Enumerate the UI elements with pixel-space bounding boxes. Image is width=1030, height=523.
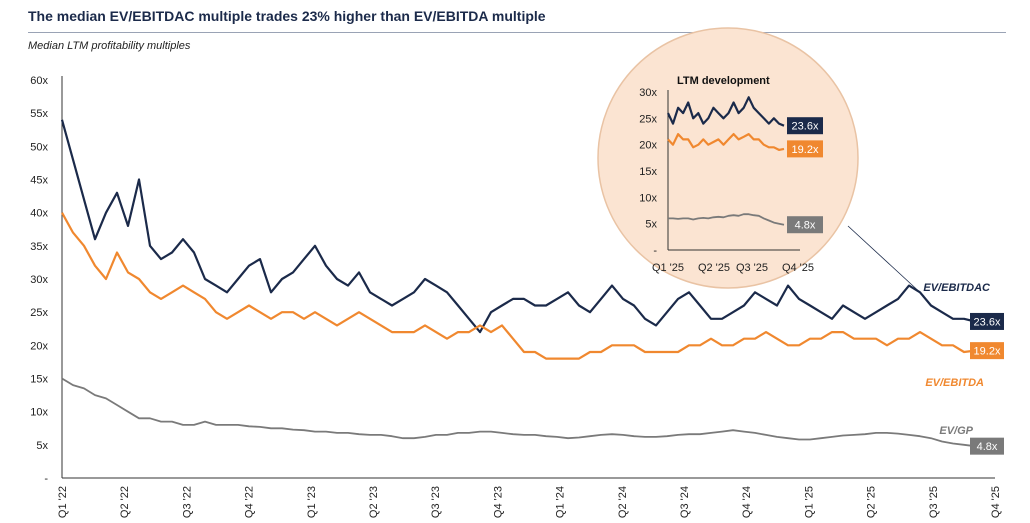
x-tick-label: Q3 '23 — [430, 486, 442, 518]
end-value-badge — [970, 312, 1004, 330]
series-name-label: EV/EBITDA — [925, 377, 984, 389]
title-divider — [28, 32, 1006, 33]
chart-title: The median EV/EBITDAC multiple trades 23… — [28, 8, 546, 24]
inset-end-value-badge — [787, 117, 823, 135]
end-value-label: 23.6x — [974, 316, 1001, 328]
x-tick-label: Q2 '25 — [866, 486, 878, 518]
inset-y-tick-label: - — [653, 245, 657, 257]
x-tick-label: Q4 '22 — [244, 486, 256, 518]
inset-y-tick-label: 5x — [645, 219, 657, 231]
x-tick-label: Q1 '23 — [306, 486, 318, 518]
series-name-label: EV/GP — [939, 425, 973, 437]
inset-end-value-badge — [787, 140, 823, 158]
y-tick-label: 25x — [30, 307, 48, 319]
y-tick-label: 35x — [30, 241, 48, 253]
series-line-ev-ebitda — [61, 212, 976, 360]
inset-y-tick-label: 30x — [639, 87, 657, 99]
inset-series-line-ev-gp — [668, 213, 785, 226]
zoom-connector — [847, 225, 925, 297]
inset-end-value-label: 23.6x — [792, 121, 819, 133]
y-tick-label: 30x — [30, 274, 48, 286]
x-tick-label: Q2 '24 — [617, 486, 629, 518]
inset-x-tick-label: Q2 '25 — [698, 262, 730, 274]
end-value-label: 4.8x — [977, 441, 998, 453]
inset-series-line-ev-ebitdac — [667, 96, 785, 127]
y-tick-label: 15x — [30, 374, 48, 386]
x-tick-label: Q1 '22 — [57, 486, 69, 518]
x-tick-label: Q2 '22 — [119, 486, 131, 518]
x-tick-label: Q1 '24 — [555, 486, 567, 518]
x-tick-label: Q4 '24 — [741, 486, 753, 518]
inset-end-value-badge — [787, 216, 823, 234]
chart-subtitle: Median LTM profitability multiples — [28, 40, 191, 52]
inset-magnifier — [597, 27, 859, 289]
y-tick-label: 20x — [30, 340, 48, 352]
y-tick-label: 50x — [30, 141, 48, 153]
series-line-ev-ebitdac — [60, 119, 976, 334]
series-line-ev-gp — [61, 377, 976, 448]
x-tick-label: Q3 '22 — [181, 486, 193, 518]
inset-series-line-ev-ebitda — [667, 133, 785, 151]
inset-y-tick-label: 10x — [639, 192, 657, 204]
y-tick-label: 60x — [30, 75, 48, 87]
inset-x-tick-label: Q1 '25 — [652, 262, 684, 274]
inset-x-tick-label: Q4 '25 — [782, 262, 814, 274]
inset-y-tick-label: 25x — [639, 113, 657, 125]
end-value-label: 19.2x — [974, 346, 1001, 358]
end-value-badge — [970, 437, 1004, 455]
y-tick-label: 5x — [36, 440, 48, 452]
y-tick-label: 40x — [30, 208, 48, 220]
x-tick-label: Q4 '23 — [492, 486, 504, 518]
y-tick-label: - — [44, 473, 48, 485]
inset-x-tick-label: Q3 '25 — [736, 262, 768, 274]
inset-y-tick-label: 15x — [639, 166, 657, 178]
x-tick-label: Q3 '24 — [679, 486, 691, 518]
x-tick-label: Q3 '25 — [928, 486, 940, 518]
x-tick-label: Q4 '25 — [990, 486, 1002, 518]
x-tick-label: Q2 '23 — [368, 486, 380, 518]
inset-title: LTM development — [677, 75, 770, 87]
y-tick-label: 10x — [30, 407, 48, 419]
series-name-label: EV/EBITDAC — [923, 282, 991, 294]
x-tick-label: Q1 '25 — [803, 486, 815, 518]
inset-end-value-label: 19.2x — [792, 144, 819, 156]
inset-end-value-label: 4.8x — [795, 220, 816, 232]
y-tick-label: 45x — [30, 175, 48, 187]
end-value-badge — [970, 342, 1004, 360]
y-tick-label: 55x — [30, 108, 48, 120]
inset-y-tick-label: 20x — [639, 140, 657, 152]
